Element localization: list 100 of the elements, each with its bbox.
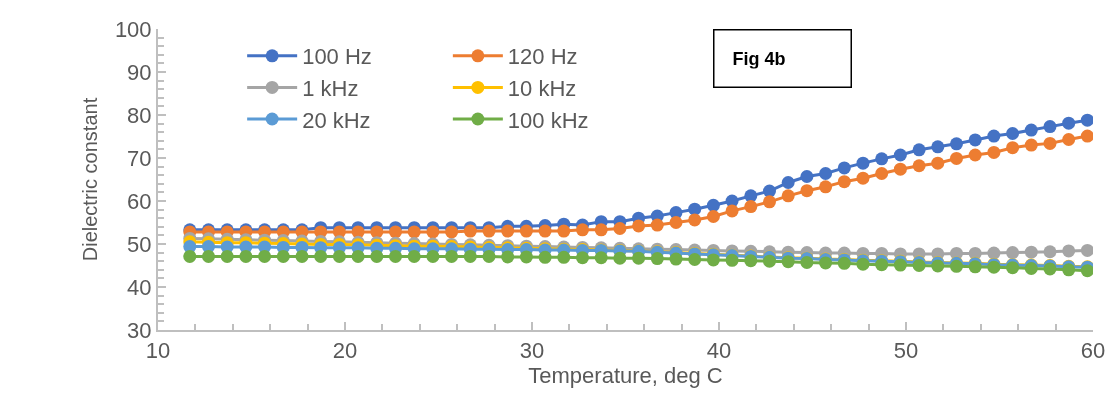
y-tick-label: 60 bbox=[127, 188, 152, 214]
point bbox=[463, 249, 477, 263]
point bbox=[1062, 116, 1076, 130]
point bbox=[650, 252, 664, 266]
legend-label: 1 kHz bbox=[302, 76, 359, 101]
point bbox=[538, 224, 552, 238]
point bbox=[725, 253, 739, 267]
point bbox=[1080, 264, 1093, 278]
point bbox=[688, 252, 702, 266]
point bbox=[332, 249, 346, 263]
point bbox=[389, 225, 402, 239]
point bbox=[837, 175, 851, 189]
point bbox=[781, 255, 795, 269]
point bbox=[426, 225, 440, 239]
point bbox=[1080, 243, 1093, 257]
y-tick-label: 70 bbox=[127, 145, 152, 171]
point bbox=[987, 145, 1001, 159]
x-tick-label: 50 bbox=[893, 338, 919, 364]
point bbox=[576, 251, 589, 265]
point bbox=[576, 223, 589, 237]
point bbox=[931, 156, 945, 170]
point bbox=[987, 246, 1001, 260]
point bbox=[1006, 141, 1020, 155]
point bbox=[538, 250, 552, 264]
point bbox=[407, 225, 421, 239]
x-axis-title: Temperature, deg C bbox=[528, 363, 723, 389]
point bbox=[613, 251, 627, 265]
point bbox=[875, 258, 889, 272]
point bbox=[1062, 133, 1076, 146]
point bbox=[744, 200, 758, 214]
point bbox=[1062, 244, 1076, 258]
legend-label: 100 Hz bbox=[302, 44, 372, 70]
point bbox=[688, 202, 702, 216]
point bbox=[800, 184, 814, 198]
point bbox=[837, 161, 851, 175]
x-tick-label: 30 bbox=[519, 338, 545, 364]
point bbox=[781, 189, 795, 203]
y-tick-label: 90 bbox=[127, 59, 152, 85]
point bbox=[763, 195, 776, 209]
point bbox=[669, 252, 683, 266]
point bbox=[856, 171, 870, 185]
point bbox=[501, 224, 515, 238]
point bbox=[706, 209, 720, 223]
x-tick-label: 20 bbox=[332, 338, 358, 364]
legend-label: 10 kHz bbox=[507, 76, 577, 101]
point bbox=[1080, 113, 1093, 127]
point bbox=[220, 249, 234, 263]
point bbox=[557, 224, 571, 238]
point bbox=[445, 249, 459, 263]
annotation: Fig 4b bbox=[732, 48, 786, 69]
x-tick-label: 60 bbox=[1080, 338, 1106, 364]
point bbox=[1024, 245, 1038, 259]
point bbox=[763, 184, 776, 198]
point bbox=[893, 148, 907, 162]
point bbox=[351, 249, 365, 263]
point bbox=[482, 249, 496, 263]
point bbox=[800, 169, 814, 183]
point bbox=[1043, 136, 1057, 150]
point bbox=[426, 249, 440, 263]
legend-label: 100 kHz bbox=[507, 107, 589, 133]
point bbox=[594, 251, 608, 265]
point bbox=[968, 133, 982, 147]
point bbox=[650, 218, 664, 232]
point bbox=[781, 176, 795, 189]
point bbox=[1043, 245, 1057, 259]
y-tick-label: 40 bbox=[127, 274, 152, 300]
point bbox=[1024, 138, 1038, 152]
point bbox=[819, 256, 833, 270]
point bbox=[968, 148, 982, 162]
point bbox=[276, 249, 290, 263]
point bbox=[1043, 120, 1057, 134]
point bbox=[819, 166, 833, 180]
point bbox=[819, 180, 833, 194]
point bbox=[875, 152, 889, 166]
point bbox=[519, 250, 533, 264]
point bbox=[725, 204, 739, 218]
legend-label: 20 kHz bbox=[302, 107, 371, 133]
y-axis-title: Dielectric constant bbox=[78, 97, 101, 262]
point bbox=[445, 225, 459, 239]
point bbox=[744, 189, 758, 203]
point bbox=[1006, 246, 1020, 260]
point bbox=[950, 151, 963, 165]
point bbox=[202, 249, 215, 263]
point bbox=[706, 198, 720, 212]
point bbox=[856, 156, 870, 170]
point bbox=[1080, 129, 1093, 143]
point bbox=[912, 143, 926, 157]
point bbox=[893, 162, 907, 176]
point bbox=[613, 222, 627, 236]
point bbox=[183, 249, 197, 263]
point bbox=[407, 249, 421, 263]
point bbox=[931, 140, 945, 154]
y-tick-label: 50 bbox=[127, 231, 152, 257]
point bbox=[763, 254, 776, 268]
point bbox=[557, 250, 571, 264]
y-tick-label: 100 bbox=[114, 16, 152, 42]
point bbox=[1024, 123, 1038, 137]
point bbox=[1006, 126, 1020, 140]
y-tick-label: 80 bbox=[127, 102, 152, 128]
point bbox=[632, 219, 646, 233]
